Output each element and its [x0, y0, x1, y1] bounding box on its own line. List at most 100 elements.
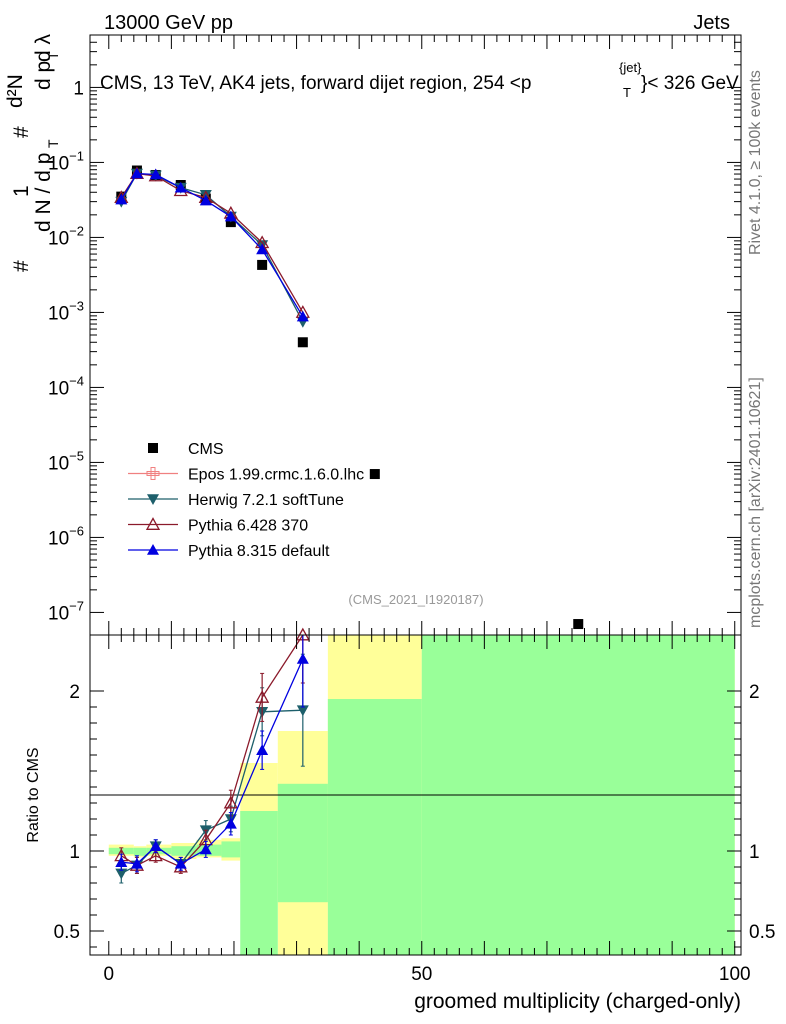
ylabel-part-T1: T [45, 139, 61, 148]
legend-entry: Pythia 6.428 370 [128, 517, 308, 535]
main-ytick-label: 10−2 [48, 223, 84, 249]
main-point [224, 210, 237, 222]
ytick-base: 10 [48, 303, 69, 324]
main-point [130, 167, 143, 179]
main-point [369, 469, 380, 480]
ytick-exp: −3 [69, 298, 84, 313]
ytick-base: 10 [48, 453, 69, 474]
ytick-base: 10 [48, 228, 69, 249]
energy-label: 13000 GeV pp [104, 12, 233, 34]
ylabel-part-hash1: # [10, 260, 33, 272]
ratio-point [255, 690, 270, 703]
ytick-exp: −4 [69, 373, 84, 388]
main-series-pythia [115, 167, 309, 322]
main-point [115, 193, 128, 205]
legend-marker [148, 443, 158, 453]
main-ytick-label: 10−3 [48, 298, 84, 324]
main-title: CMS, 13 TeV, AK4 jets, forward dijet reg… [100, 60, 739, 100]
ratio-band-inner [277, 783, 328, 903]
main-point [174, 181, 187, 193]
ratio-ylabel: Ratio to CMS [25, 747, 42, 842]
ratio-band-inner [133, 847, 147, 856]
ratio-panel: 0 50 100 0.5 0.5 1 1 2 2 Ratio to CMS groomed mu… [25, 627, 775, 1013]
ytick-base: 10 [48, 153, 69, 174]
ratio-series [114, 627, 310, 884]
legend-label: Epos 1.99.crmc.1.6.0.lhc [188, 467, 364, 484]
ylabel-part-dlambda: d λ [32, 33, 55, 62]
main-ytick-label: 10−1 [48, 148, 84, 174]
legend-label: Pythia 6.428 370 [188, 518, 308, 535]
main-ytick-label: 10−7 [48, 598, 84, 624]
main-point [149, 168, 162, 180]
main-point [199, 194, 212, 206]
ratio-point [115, 868, 128, 880]
mcplots-label: mcplots.cern.ch [arXiv:2401.10621] [747, 377, 764, 628]
ylabel-part-1: 1 [10, 185, 33, 197]
ratio-ytick-label: 0.5 [54, 922, 80, 943]
ratio-point [115, 856, 128, 867]
legend-marker [146, 467, 160, 480]
main-series [114, 165, 584, 630]
ytick-exp: −7 [69, 598, 84, 613]
ratio-band-inner [221, 841, 241, 858]
category-label: Jets [693, 12, 730, 34]
main-ylabel: # d N / d p T 1 # d²N d p T d λ [4, 33, 61, 272]
legend-label: Herwig 7.2.1 softTune [188, 492, 344, 509]
legend-marker [147, 544, 159, 555]
ratio-point [130, 857, 143, 869]
ylabel-part-hash2: # [10, 126, 33, 138]
main-point [296, 310, 309, 322]
ratio-point [199, 843, 212, 855]
ratio-ytick-label-right: 2 [749, 682, 760, 703]
ratio-series-pythia [115, 634, 309, 873]
legend-label: CMS [188, 441, 224, 458]
ytick-exp: −6 [69, 523, 84, 538]
legend-entry: Pythia 8.315 default [128, 543, 330, 560]
legend-entry: Herwig 7.2.1 softTune [128, 492, 344, 509]
ratio-ytick-label-right: 0.5 [749, 922, 775, 943]
analysis-watermark: (CMS_2021_I1920187) [348, 592, 483, 607]
ratio-point [256, 744, 269, 755]
ratio-xtick-label: 0 [103, 964, 114, 985]
main-ytick-label: 10−5 [48, 448, 84, 474]
ytick-exp: −1 [69, 148, 84, 163]
ratio-band-inner [327, 699, 422, 955]
ratio-frame [89, 634, 742, 956]
ytick-base: 10 [48, 378, 69, 399]
ratio-ytick-label: 2 [69, 682, 80, 703]
main-point [573, 619, 584, 630]
ratio-band-inner [240, 811, 278, 955]
ratio-point [148, 848, 163, 862]
main-point [297, 337, 308, 348]
rivet-label: Rivet 4.1.0, ≥ 100k events [747, 70, 764, 255]
ratio-xtick-label: 100 [719, 964, 751, 985]
legend: CMS Epos 1.99.crmc.1.6.0.lhc Herwig 7.2.1 … [128, 441, 364, 560]
ratio-xtick-label: 50 [411, 964, 432, 985]
legend-marker [145, 517, 161, 530]
ratio-point [224, 817, 237, 829]
legend-entry: CMS [148, 441, 224, 458]
ytick-exp: −5 [69, 448, 84, 463]
ratio-ytick-label-right: 1 [749, 842, 760, 863]
main-title-sub: T [623, 85, 631, 100]
legend-entry: Epos 1.99.crmc.1.6.0.lhc [128, 467, 364, 484]
ratio-point [223, 795, 238, 809]
ratio-ytick-label: 1 [69, 842, 80, 863]
ratio-point [296, 653, 309, 664]
ytick-base: 10 [48, 528, 69, 549]
x-axis-label: groomed multiplicity (charged-only) [414, 990, 741, 1013]
ylabel-part-T2: T [45, 51, 61, 60]
main-ytick-label: 1 [73, 78, 84, 99]
ytick-base: 10 [48, 603, 69, 624]
ylabel-part-dN: d N / d p [32, 153, 55, 232]
legend-label: Pythia 8.315 default [188, 543, 330, 560]
main-point [256, 243, 269, 255]
ratio-point [174, 857, 187, 869]
legend-marker [147, 494, 159, 505]
ratio-ticks: 0 50 100 0.5 0.5 1 1 2 2 [54, 635, 775, 985]
ratio-point [149, 840, 162, 851]
main-title-end: }< 326 GeV [641, 73, 739, 94]
ylabel-part-dp: d p [32, 61, 55, 90]
main-ticks: 10−710−610−510−410−310−210−11 [48, 34, 741, 635]
